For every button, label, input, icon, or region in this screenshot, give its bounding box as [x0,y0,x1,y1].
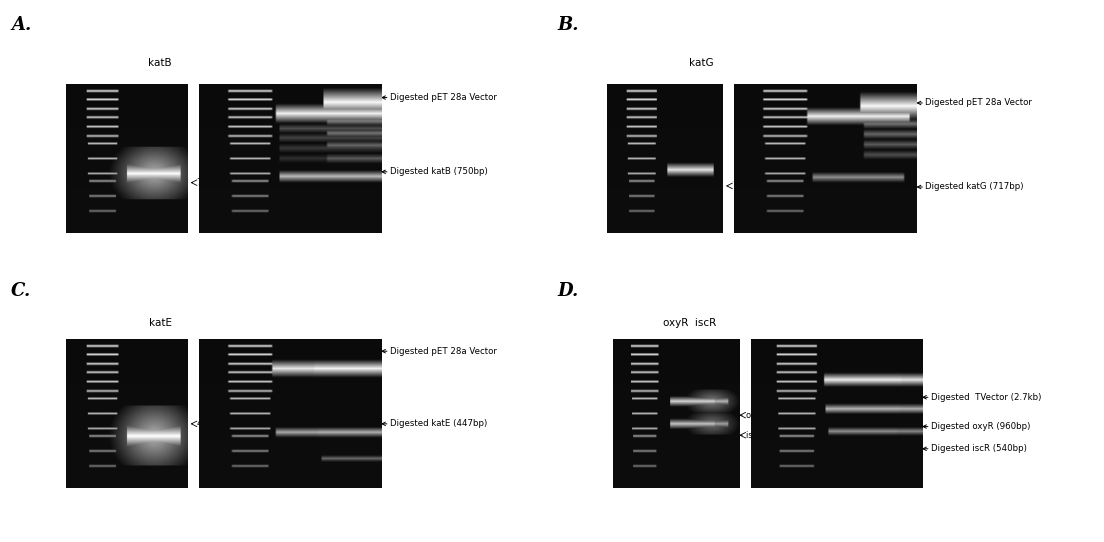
Text: B.: B. [558,16,578,34]
Text: Digested pET 28a Vector: Digested pET 28a Vector [382,93,497,102]
Text: Digested katG (717bp): Digested katG (717bp) [917,183,1023,191]
Text: A.: A. [11,16,31,34]
Text: katG: katG [689,58,713,68]
Text: 700bp: 700bp [732,182,761,190]
Text: Digested  TVector (2.7kb): Digested TVector (2.7kb) [923,393,1041,402]
Text: Digested katB (750bp): Digested katB (750bp) [382,167,488,176]
Text: D.: D. [558,282,578,300]
Text: katB: katB [148,58,172,68]
Text: iscR (540bp): iscR (540bp) [746,431,799,440]
Text: oxyR  iscR: oxyR iscR [664,318,716,328]
Text: oxyR (960bp): oxyR (960bp) [746,411,803,420]
Text: Digested iscR (540bp): Digested iscR (540bp) [923,444,1027,453]
Text: Digested pET 28a Vector: Digested pET 28a Vector [917,99,1032,107]
Text: Digested pET 28a Vector: Digested pET 28a Vector [382,347,497,356]
Text: C.: C. [11,282,31,300]
Text: 786bp: 786bp [197,178,225,187]
Text: Digested oxyR (960bp): Digested oxyR (960bp) [923,422,1030,431]
Text: 447bp: 447bp [197,420,225,428]
Text: katE: katE [149,318,171,328]
Text: Digested katE (447bp): Digested katE (447bp) [382,420,487,428]
